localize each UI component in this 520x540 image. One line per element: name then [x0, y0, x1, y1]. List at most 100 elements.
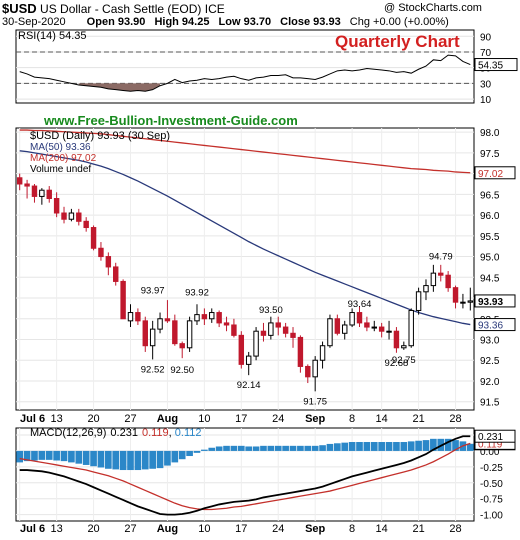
- macd-value-label: 0.231: [478, 432, 503, 443]
- ma200-line: [19, 129, 471, 174]
- candle-body: [371, 326, 377, 329]
- macd-tick-label: -0.75: [480, 495, 503, 506]
- instrument-name: US Dollar - Cash Settle (EOD): [40, 2, 202, 16]
- macd-histogram-bar: [164, 450, 171, 466]
- price-legend: $USD (Daily) 93.93 (30 Sep): [30, 130, 170, 142]
- macd-histogram-bar: [38, 450, 46, 460]
- candle-body: [378, 326, 385, 332]
- macd-histogram-bar: [252, 446, 260, 451]
- x-tick-label: Sep: [305, 413, 325, 425]
- candle-body: [98, 247, 104, 258]
- price-annotation: 92.50: [170, 365, 194, 376]
- candle-body: [334, 318, 341, 334]
- x-tick-label: 8: [349, 523, 355, 535]
- ma200-value-label: 97.02: [478, 169, 503, 180]
- price-tick-label: 95.0: [480, 253, 500, 264]
- macd-histogram-bar: [97, 450, 105, 468]
- macd-histogram-bar: [267, 445, 275, 451]
- macd-histogram-bar: [466, 443, 474, 451]
- macd-histogram-bar: [16, 450, 24, 463]
- open-value: Open 93.90: [86, 16, 146, 28]
- macd-histogram-bar: [112, 450, 120, 470]
- candle-body: [76, 212, 82, 222]
- price-annotation: 92.75: [392, 355, 416, 366]
- macd-signal-line: [19, 442, 471, 511]
- x-tick-label: 13: [51, 413, 63, 425]
- candle-body: [120, 280, 126, 320]
- macd-histogram-bar: [363, 442, 371, 451]
- macd-value: 0.231: [110, 427, 138, 439]
- candle-body: [349, 312, 355, 326]
- macd-histogram-bar: [297, 445, 304, 451]
- macd-tick-label: 0.00: [480, 447, 500, 458]
- x-tick-label: Jul 6: [20, 523, 45, 535]
- macd-histogram-bar: [75, 450, 83, 464]
- candle-body: [460, 301, 466, 304]
- macd-histogram-bar: [304, 445, 312, 451]
- ma200-legend: MA(200) 97.02: [30, 153, 97, 164]
- candle-body: [142, 320, 148, 347]
- candle-body: [127, 312, 134, 322]
- macd-histogram-bar: [156, 450, 164, 469]
- macd-histogram-bar: [90, 450, 97, 467]
- price-annotation: 92.52: [141, 364, 165, 375]
- candle-body: [31, 185, 38, 197]
- macd-histogram-bar: [215, 446, 223, 451]
- price-tick-label: 92.0: [480, 377, 500, 388]
- candle-body: [415, 291, 422, 311]
- macd-histogram-bar: [23, 450, 31, 462]
- x-tick-label: Sep: [305, 523, 325, 535]
- change-value: Chg +0.00 (+0.00%): [349, 16, 449, 28]
- candle-body: [282, 326, 289, 334]
- macd-histogram-bar: [370, 442, 378, 451]
- candle-body: [105, 256, 112, 268]
- macd-histogram-bar: [105, 450, 112, 469]
- symbol: $USD: [2, 1, 37, 16]
- macd-histogram-bar: [260, 445, 267, 451]
- macd-histogram-bar: [415, 440, 422, 451]
- macd-frame: [15, 427, 475, 522]
- candle-body: [186, 320, 193, 349]
- candle-body: [423, 285, 429, 293]
- macd-histogram-bar: [127, 450, 134, 471]
- candle-body: [467, 300, 474, 303]
- candle-body: [172, 320, 178, 345]
- macd-histogram-bar: [149, 450, 156, 469]
- quarterly-chart-label: Quarterly Chart: [335, 32, 460, 51]
- candle-body: [408, 309, 414, 347]
- candle-body: [297, 336, 304, 367]
- macd-histogram-bar: [171, 450, 179, 463]
- macd-tick-label: -1.00: [480, 511, 503, 522]
- candle-body: [356, 312, 363, 324]
- price-annotation: 92.14: [237, 380, 261, 391]
- rsi-tick-label: 90: [480, 32, 492, 43]
- x-tick-label: 13: [51, 523, 63, 535]
- x-tick-label: Aug: [157, 523, 178, 535]
- x-tick-label: 28: [449, 523, 461, 535]
- price-annotation: 93.97: [141, 285, 165, 296]
- price-annotation: 91.75: [303, 396, 327, 407]
- candle-body: [386, 330, 392, 333]
- macd-tick-label: -0.25: [480, 463, 503, 474]
- x-tick-label: 10: [198, 523, 210, 535]
- candle-body: [275, 322, 281, 328]
- macd-histogram-bar: [319, 445, 326, 451]
- candle-body: [319, 345, 326, 361]
- x-tick-label: 14: [376, 523, 388, 535]
- macd-histogram-bar: [82, 450, 90, 465]
- ma50-value-box: [474, 318, 516, 332]
- close-value: Close 93.93: [280, 16, 341, 28]
- macd-histogram-bar: [452, 440, 459, 451]
- price-tick-label: 95.5: [480, 232, 500, 243]
- ma50-line: [19, 150, 471, 326]
- candle-body: [61, 212, 67, 220]
- candle-body: [39, 189, 45, 197]
- macd-histogram-bar: [341, 442, 349, 451]
- date: 30-Sep-2020: [2, 16, 66, 28]
- candle-body: [342, 324, 348, 334]
- macd-name: MACD(12,26,9): [30, 427, 106, 439]
- macd-histogram-bar: [53, 450, 60, 461]
- credit: @ StockCharts.com: [384, 2, 482, 14]
- x-axis-middle: Jul 6 13 20 27 Aug 10 17 24 Sep 8 14 21 28: [20, 413, 462, 425]
- price-panel: 91.592.092.593.093.594.094.595.095.596.0…: [15, 127, 516, 411]
